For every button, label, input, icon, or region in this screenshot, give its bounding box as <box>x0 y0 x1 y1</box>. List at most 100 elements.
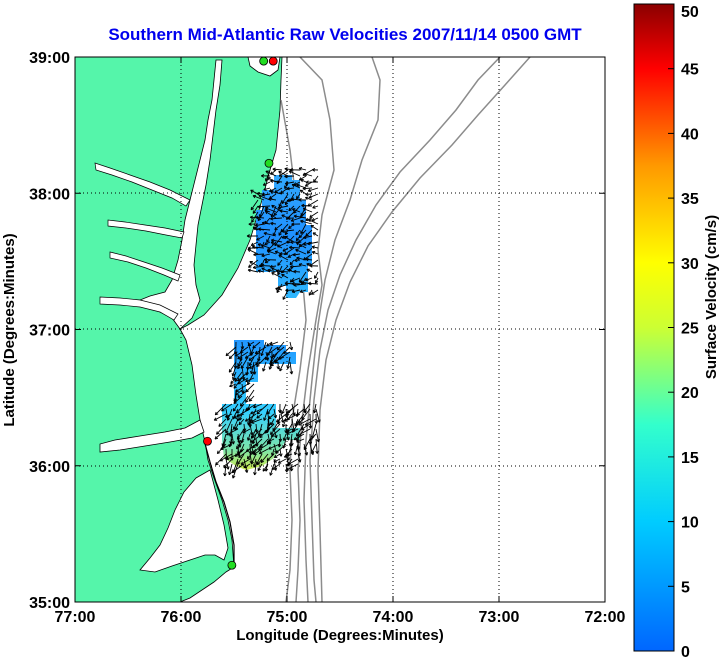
velocity-vector <box>298 271 307 283</box>
velocity-vector <box>267 269 277 273</box>
velocity-vector-head <box>257 243 261 247</box>
velocity-vector-head <box>248 223 252 226</box>
velocity-vector-head <box>215 413 219 416</box>
velocity-vector <box>269 187 277 192</box>
velocity-vector-head <box>227 418 231 421</box>
velocity-vector-head <box>291 468 294 472</box>
velocity-vector <box>305 277 313 281</box>
velocity-vector <box>279 361 285 372</box>
velocity-vector-head <box>281 274 284 278</box>
velocity-vector <box>272 229 277 237</box>
velocity-vector-head <box>247 249 251 252</box>
velocity-vector <box>257 211 265 221</box>
velocity-vector <box>296 257 307 261</box>
velocity-vector-head <box>254 472 257 476</box>
velocity-vector <box>221 403 233 412</box>
velocity-vector <box>309 433 317 441</box>
velocity-vector <box>242 428 251 434</box>
velocity-vector <box>271 239 283 243</box>
velocity-vector-head <box>277 366 281 370</box>
velocity-vector-head <box>286 418 290 421</box>
velocity-vector-head <box>299 452 301 456</box>
velocity-vector-head <box>299 236 303 239</box>
velocity-vector <box>303 403 311 413</box>
velocity-vector <box>287 458 299 466</box>
velocity-vector-head <box>298 263 302 267</box>
velocity-vector-head <box>252 195 256 199</box>
velocity-vector-head <box>246 469 249 473</box>
velocity-vector-head <box>235 394 239 396</box>
velocity-vector <box>259 428 269 439</box>
velocity-vector-head <box>298 167 302 171</box>
velocity-vector-head <box>268 417 272 420</box>
velocity-vector <box>274 453 281 458</box>
velocity-vector <box>259 265 271 267</box>
velocity-vector-head <box>257 206 261 209</box>
velocity-vector-head <box>277 348 281 351</box>
colorbar <box>633 3 675 652</box>
velocity-vector <box>251 418 263 424</box>
velocity-vector-head <box>229 370 233 373</box>
velocity-vector <box>278 413 281 425</box>
velocity-vector <box>299 189 307 195</box>
velocity-vector-head <box>298 447 301 451</box>
velocity-vector <box>255 223 265 227</box>
velocity-vector <box>277 265 283 276</box>
velocity-vector <box>291 403 295 416</box>
velocity-vector <box>252 438 263 449</box>
velocity-vector-head <box>275 414 278 419</box>
velocity-vector <box>278 458 287 464</box>
velocity-vector-head <box>284 186 288 189</box>
velocity-vector <box>296 438 305 443</box>
velocity-vector <box>299 175 307 181</box>
velocity-vector-head <box>296 239 300 242</box>
velocity-vector <box>237 371 249 382</box>
velocity-vector <box>218 418 227 427</box>
velocity-vector-head <box>295 242 299 246</box>
velocity-vector-head <box>270 191 274 194</box>
velocity-vector-head <box>250 189 253 193</box>
velocity-vector <box>229 438 233 448</box>
velocity-vector <box>246 365 249 376</box>
velocity-vector <box>269 265 277 268</box>
velocity-vector <box>263 181 271 186</box>
velocity-vector-head <box>275 467 278 471</box>
velocity-vector-head <box>312 207 316 209</box>
velocity-vector-head <box>258 433 262 437</box>
velocity-vector <box>262 222 271 225</box>
velocity-vector <box>294 443 299 456</box>
velocity-vector <box>264 217 271 225</box>
velocity-vector <box>241 383 244 394</box>
velocity-vector <box>283 438 287 449</box>
velocity-vector-head <box>283 236 287 240</box>
velocity-vector-head <box>289 246 293 250</box>
velocity-vector <box>250 453 257 465</box>
velocity-vector <box>276 413 287 423</box>
velocity-vector <box>277 341 285 351</box>
velocity-vector <box>278 169 289 177</box>
velocity-vector-head <box>286 413 290 416</box>
velocity-vector <box>234 351 243 357</box>
velocity-vector-head <box>288 227 292 229</box>
velocity-vector <box>266 423 269 433</box>
velocity-vector <box>234 395 237 403</box>
velocity-vector-head <box>274 251 278 254</box>
river-james <box>99 296 179 321</box>
velocity-vector-head <box>274 228 278 231</box>
velocity-vector <box>240 395 249 407</box>
velocity-vector <box>248 351 261 361</box>
velocity-vector <box>253 448 263 456</box>
velocity-vector <box>251 211 259 223</box>
velocity-vector <box>257 463 263 471</box>
velocity-vector-head <box>270 222 274 226</box>
velocity-vector-head <box>251 431 254 436</box>
velocity-vector <box>315 438 318 454</box>
velocity-vector <box>249 361 261 369</box>
velocity-vector-head <box>293 412 296 416</box>
velocity-vector-head <box>290 220 295 222</box>
velocity-vector <box>265 170 277 177</box>
velocity-vector <box>243 463 251 468</box>
velocity-vector <box>268 198 277 201</box>
velocity-vector-head <box>261 175 265 178</box>
velocity-vector-head <box>318 438 320 443</box>
